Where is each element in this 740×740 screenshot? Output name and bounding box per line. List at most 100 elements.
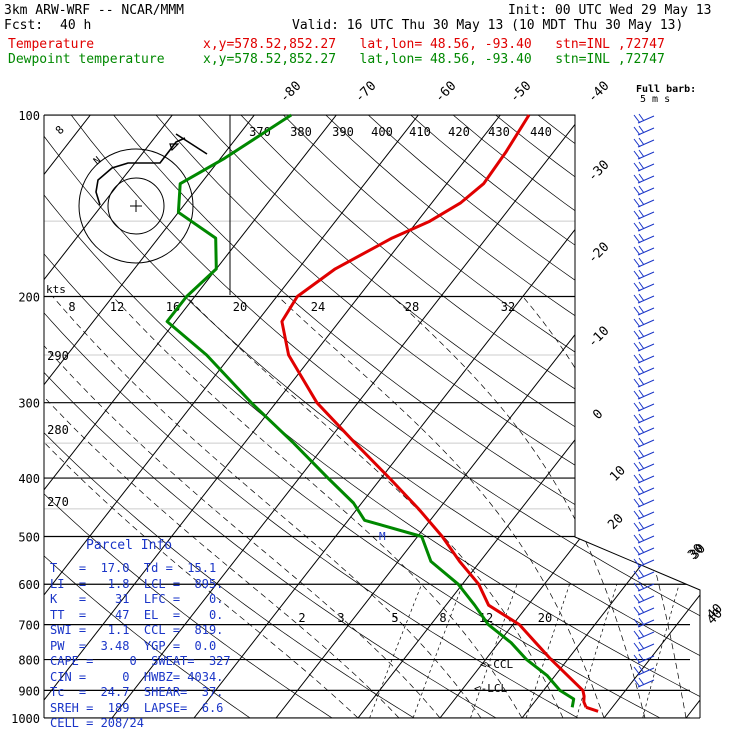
hodograph-speed-label: 20 bbox=[233, 300, 247, 314]
pressure-tick-label: 900 bbox=[18, 684, 40, 698]
parcel-info-row: K = 31 LFC = 0. bbox=[50, 592, 224, 606]
moist-adiabat bbox=[44, 296, 359, 718]
hodograph-speed-label: 12 bbox=[110, 300, 124, 314]
isotherm bbox=[111, 115, 583, 718]
wind-barb bbox=[633, 305, 655, 316]
pressure-tick-label: 300 bbox=[18, 397, 40, 411]
wind-barb bbox=[633, 137, 655, 148]
isotherm bbox=[357, 115, 700, 718]
isotherm-label: -50 bbox=[507, 79, 534, 106]
pressure-tick-label: 400 bbox=[18, 472, 40, 486]
mixing-ratio-line bbox=[525, 584, 570, 718]
isotherm-label: -10 bbox=[585, 324, 612, 351]
location-info-temp: x,y=578.52,852.27 lat,lon= 48.56, -93.40… bbox=[203, 37, 665, 52]
forecast-label: Fcst: bbox=[4, 18, 44, 33]
wind-barb bbox=[633, 485, 655, 496]
isotherm bbox=[521, 115, 700, 718]
theta-label: 420 bbox=[448, 125, 470, 139]
parcel-info-row: CELL = 208/24 bbox=[50, 716, 144, 730]
parcel-info-row: T = 17.0 Td = 15.1 bbox=[50, 561, 217, 575]
wind-barb bbox=[633, 257, 655, 268]
wind-barb bbox=[633, 677, 655, 688]
wind-barb bbox=[633, 293, 655, 304]
dry-adiabat bbox=[44, 115, 579, 718]
temperature-trace bbox=[280, 114, 588, 708]
parcel-info-row: PW = 3.48 YGP = 0.0 bbox=[50, 638, 217, 653]
wind-barb bbox=[633, 437, 655, 448]
wind-barb bbox=[633, 545, 655, 556]
parcel-info-row: Tc = 24.7 SHEAR= 37. bbox=[50, 685, 224, 699]
theta-label: 410 bbox=[409, 125, 431, 139]
wind-barb bbox=[633, 521, 655, 532]
hodograph-unit-label: kts bbox=[46, 283, 66, 296]
pressure-tick-label: 100 bbox=[18, 109, 40, 123]
theta-label: 440 bbox=[530, 125, 552, 139]
wind-barb bbox=[633, 125, 655, 136]
wind-barb bbox=[633, 425, 655, 436]
isotherm bbox=[0, 115, 8, 718]
dry-adiabat bbox=[44, 115, 251, 718]
wind-barb bbox=[633, 377, 655, 388]
wind-barb bbox=[633, 161, 655, 172]
wind-barb bbox=[633, 449, 655, 460]
wind-barb bbox=[633, 269, 655, 280]
hodograph-trace bbox=[95, 137, 186, 206]
location-info-dew: x,y=578.52,852.27 lat,lon= 48.56, -93.40… bbox=[203, 52, 665, 67]
mixing-ratio-label: 5 bbox=[391, 611, 398, 625]
wind-barb bbox=[633, 473, 655, 484]
theta-label: 400 bbox=[371, 125, 393, 139]
mixing-ratio-label: 20 bbox=[538, 611, 552, 625]
isotherm-label: -20 bbox=[585, 240, 612, 267]
wind-barb bbox=[633, 533, 655, 544]
isotherm bbox=[603, 115, 700, 718]
isotherm bbox=[44, 115, 419, 718]
theta-side-label: 270 bbox=[47, 495, 69, 509]
mixing-ratio-line bbox=[642, 584, 680, 718]
wind-barb bbox=[633, 245, 655, 256]
wind-barb bbox=[633, 509, 655, 520]
hodograph-speed-label: 32 bbox=[501, 300, 515, 314]
parcel-info-row: CIN = 0 HWBZ= 4034. bbox=[50, 669, 224, 684]
wind-barb bbox=[633, 329, 655, 340]
isotherm-label: -80 bbox=[277, 79, 304, 106]
wind-barb bbox=[633, 389, 655, 400]
wind-barb bbox=[633, 353, 655, 364]
wind-barb bbox=[633, 365, 655, 376]
parcel-info-row: TT = 47 EL = 0. bbox=[50, 607, 224, 622]
wind-barb bbox=[633, 557, 655, 568]
parcel-info-row: LI = 1.8 LCL = 895. bbox=[50, 576, 224, 591]
wind-barb bbox=[633, 341, 655, 352]
wind-barb bbox=[633, 281, 655, 292]
skewt-grid bbox=[0, 115, 700, 718]
hodograph-speed-label: 24 bbox=[311, 300, 325, 314]
theta-label: 370 bbox=[249, 125, 271, 139]
isotherm bbox=[275, 115, 700, 718]
theta-label: 380 bbox=[290, 125, 312, 139]
dry-adiabat bbox=[44, 115, 497, 718]
theta-label: 430 bbox=[488, 125, 510, 139]
hodograph-speed-label: 8 bbox=[68, 300, 75, 314]
dewpoint-trace bbox=[165, 113, 576, 708]
parcel-info-row: CAPE = 0 SWEAT= 327 bbox=[50, 654, 231, 668]
dry-adiabat bbox=[240, 115, 700, 718]
pressure-tick-label: 800 bbox=[18, 654, 40, 668]
isotherm-label: -60 bbox=[432, 79, 459, 106]
isotherm-label: -40 bbox=[585, 79, 612, 106]
dry-adiabat bbox=[44, 115, 700, 718]
parcel-info-row: SWI = 1.1 CCL = 819. bbox=[50, 623, 224, 637]
wind-barb bbox=[633, 641, 655, 652]
wind-scale-label: 30 bbox=[687, 541, 709, 563]
model-title: 3km ARW-WRF -- NCAR/MMM bbox=[4, 3, 185, 18]
mixing-ratio-label: 2 bbox=[298, 611, 305, 625]
annotation-ccl: <-CCL bbox=[480, 658, 513, 671]
wind-barb bbox=[633, 653, 655, 664]
hodograph-ring-label: 8 bbox=[53, 123, 67, 137]
wind-barb bbox=[633, 197, 655, 208]
dry-adiabat bbox=[70, 115, 700, 718]
theta-label: 390 bbox=[332, 125, 354, 139]
isotherm-label: 10 bbox=[607, 463, 629, 485]
wind-barb bbox=[633, 185, 655, 196]
isotherm bbox=[44, 115, 173, 718]
